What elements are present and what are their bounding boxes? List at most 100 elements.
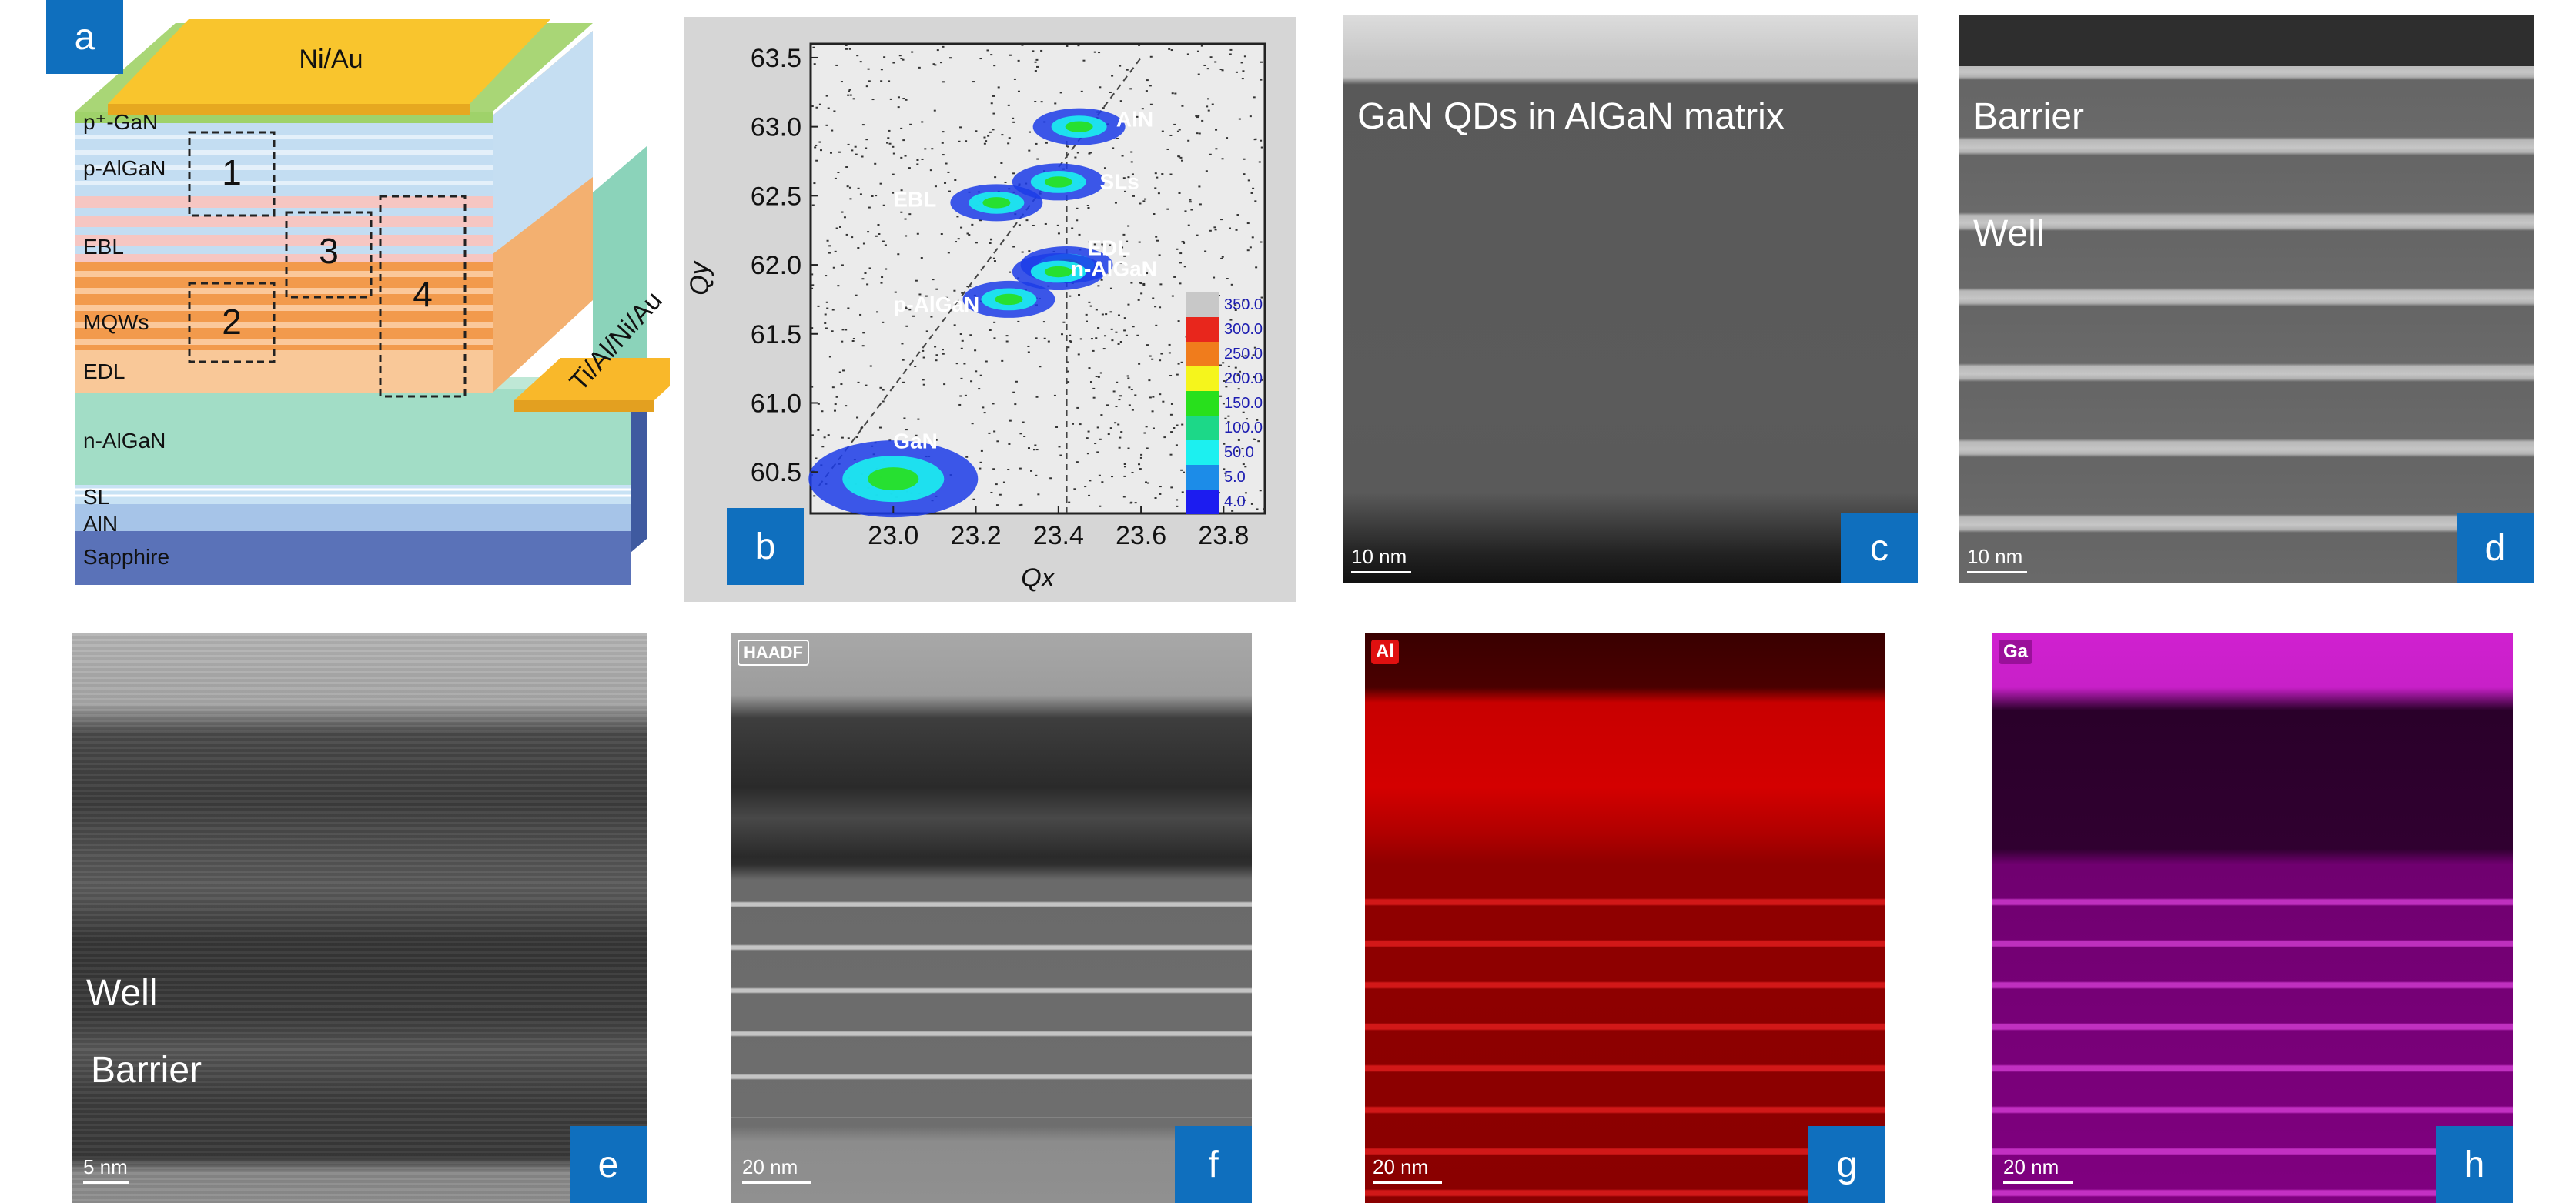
- peak-center-GaN: [868, 467, 919, 491]
- panel-f-scale-text: 20 nm: [742, 1155, 798, 1178]
- peak-label-EBL: EBL: [893, 188, 936, 212]
- colorbar-swatch: [1186, 490, 1219, 514]
- y-axis-label: Qy: [685, 260, 714, 295]
- label-sapphire: Sapphire: [83, 545, 169, 569]
- peak-center-AlN: [1065, 121, 1093, 132]
- panel-g-al-map: Al 20 nm g: [1365, 633, 1885, 1203]
- box-3: [285, 211, 373, 299]
- label-aln: AlN: [83, 512, 118, 536]
- panel-g-scale-text: 20 nm: [1373, 1155, 1429, 1178]
- panel-d-label-well: Well: [1973, 213, 2045, 254]
- peak-label-EDL: EDL: [1087, 236, 1130, 260]
- panel-b-rsm-chart: AlN SLs EBL EDL n-AlGaN p-AlGaN GaN 23.0 23.2 23.…: [684, 17, 1296, 602]
- panel-c-scale-text: 10 nm: [1351, 545, 1407, 568]
- label-ebl: EBL: [83, 235, 124, 259]
- x-tick-label: 23.0: [868, 521, 918, 550]
- colorbar-label: 4.0: [1224, 493, 1246, 510]
- panel-h-tag: h: [2436, 1126, 2513, 1203]
- panel-g-chip: Al: [1371, 640, 1399, 664]
- layer-ebl: [75, 196, 493, 262]
- panel-h-scalebar: 20 nm: [2003, 1155, 2073, 1184]
- layer-sapphire: [75, 531, 631, 585]
- panel-e-scalebar: 5 nm: [83, 1155, 129, 1184]
- panel-g-scalebar: 20 nm: [1373, 1155, 1442, 1184]
- box-4-label: 4: [413, 274, 433, 314]
- y-tick-label: 63.0: [751, 113, 801, 142]
- panel-a-device-schematic: Ti/Al/Ni/Au: [38, 0, 670, 608]
- peak-center-n-AlGaN: [1044, 266, 1072, 278]
- label-p-algan: p-AlGaN: [83, 156, 166, 180]
- box-4: [379, 195, 467, 398]
- label-edl: EDL: [83, 359, 125, 383]
- colorbar-label: 100.0: [1224, 419, 1263, 436]
- y-tick-label: 61.0: [751, 389, 801, 418]
- label-sl: SL: [83, 485, 109, 509]
- peak-label-n-AlGaN: n-AlGaN: [1071, 256, 1157, 280]
- panel-e-tem: Well Barrier 5 nm e: [72, 633, 647, 1203]
- colorbar-swatch: [1186, 391, 1219, 416]
- device-schematic-svg: Ti/Al/Ni/Au: [75, 19, 670, 585]
- panel-d-scale-text: 10 nm: [1967, 545, 2023, 568]
- peak-center-SLs: [1044, 176, 1072, 188]
- layer-edl: [75, 350, 493, 393]
- colorbar-swatch: [1186, 416, 1219, 440]
- box-1: [188, 131, 276, 217]
- y-tick-label: 60.5: [751, 458, 801, 487]
- panel-e-tag: e: [570, 1126, 647, 1203]
- top-contact: [108, 19, 550, 104]
- panel-c-tem: GaN QDs in AlGaN matrix 10 nm c: [1343, 15, 1918, 583]
- panel-g-tag: g: [1808, 1126, 1885, 1203]
- panel-d-tag: d: [2457, 513, 2534, 583]
- colorbar-swatch: [1186, 366, 1219, 391]
- side-contact: [514, 358, 670, 400]
- colorbar-label: 5.0: [1224, 469, 1246, 486]
- panel-a-tag: a: [46, 0, 123, 74]
- peak-label-SLs: SLs: [1099, 169, 1139, 193]
- panel-f-scalebar: 20 nm: [742, 1155, 811, 1184]
- panel-h-chip: Ga: [1999, 640, 2033, 664]
- colorbar-label: 350.0: [1224, 296, 1263, 313]
- panel-d-tem: Barrier Well 10 nm d: [1959, 15, 2534, 583]
- x-tick-label: 23.6: [1116, 521, 1166, 550]
- colorbar-label: 50.0: [1224, 444, 1254, 461]
- label-p-gan: p⁺-GaN: [83, 110, 158, 134]
- y-tick-label: 61.5: [751, 320, 801, 349]
- panel-e-label-well: Well: [86, 973, 158, 1014]
- box-2-label: 2: [222, 302, 242, 342]
- colorbar-label: 250.0: [1224, 346, 1263, 363]
- panel-f-haadf: HAADF 20 nm f: [731, 633, 1252, 1203]
- box-1-label: 1: [222, 152, 242, 192]
- colorbar-label: 150.0: [1224, 395, 1263, 412]
- panel-f-tag: f: [1175, 1126, 1252, 1203]
- peak-label-p-AlGaN: p-AlGaN: [893, 292, 979, 316]
- peak-center-EBL: [982, 197, 1011, 209]
- colorbar-swatch: [1186, 465, 1219, 490]
- panel-c-tag: c: [1841, 513, 1918, 583]
- colorbar-label: 300.0: [1224, 321, 1263, 338]
- peak-label-AlN: AlN: [1116, 108, 1153, 132]
- panel-c-title: GaN QDs in AlGaN matrix: [1357, 96, 1785, 137]
- label-n-algan: n-AlGaN: [83, 429, 166, 453]
- panel-e-label-barrier: Barrier: [91, 1050, 202, 1091]
- panel-f-chip: HAADF: [738, 640, 809, 666]
- x-axis-label: Qx: [1021, 563, 1055, 593]
- colorbar-swatch: [1186, 440, 1219, 465]
- panel-d-label-barrier: Barrier: [1973, 96, 2085, 137]
- colorbar-swatch: [1186, 342, 1219, 366]
- panel-e-scale-text: 5 nm: [83, 1155, 128, 1178]
- x-tick-label: 23.4: [1033, 521, 1084, 550]
- colorbar-swatch: [1186, 292, 1219, 317]
- box-3-label: 3: [319, 231, 339, 271]
- panel-d-scalebar: 10 nm: [1967, 545, 2027, 573]
- panel-h-scale-text: 20 nm: [2003, 1155, 2059, 1178]
- peak-label-GaN: GaN: [893, 429, 938, 453]
- panel-h-ga-map: Ga 20 nm h: [1992, 633, 2513, 1203]
- colorbar-label: 200.0: [1224, 370, 1263, 387]
- x-tick-label: 23.2: [950, 521, 1001, 550]
- y-tick-label: 62.0: [751, 251, 801, 280]
- label-mqws: MQWs: [83, 310, 149, 334]
- panel-c-scalebar: 10 nm: [1351, 545, 1411, 573]
- top-contact-label: Ni/Au: [299, 45, 363, 74]
- panel-b-tag: b: [727, 508, 804, 585]
